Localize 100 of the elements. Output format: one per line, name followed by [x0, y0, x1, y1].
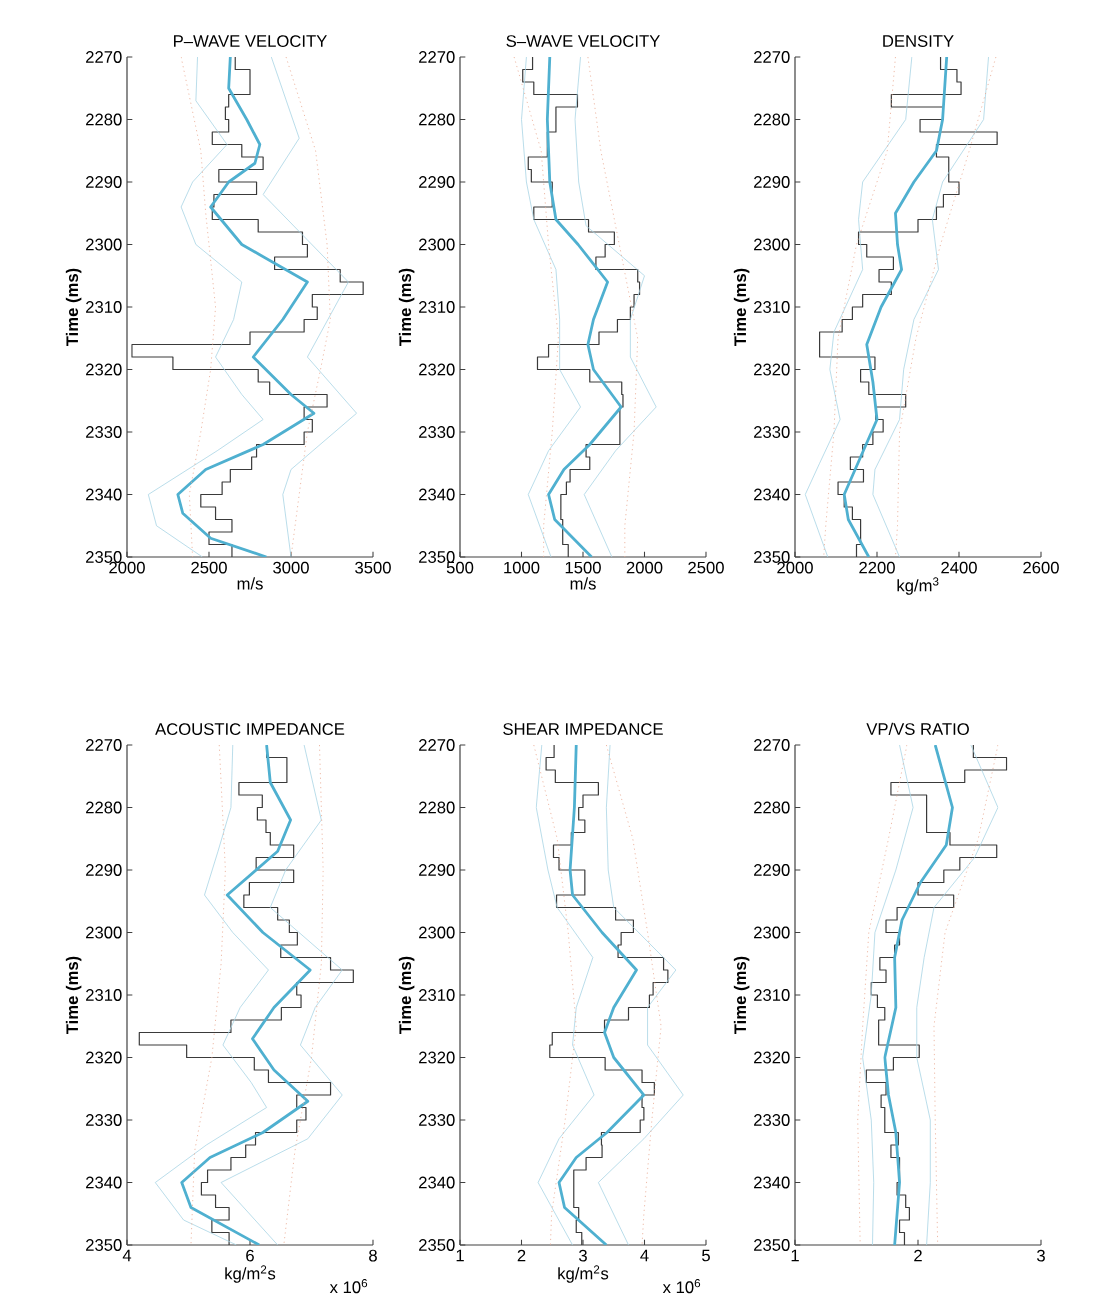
y-tick-label: 2270: [86, 739, 122, 751]
y-tick-label: 2330: [86, 1114, 122, 1126]
x-tick-label: 2500: [191, 561, 227, 574]
x-tick-label: 1500: [565, 561, 601, 574]
line-series: [862, 745, 914, 1245]
x-axis-title: kg/m$^{2}$s: [558, 1265, 609, 1283]
x-tick-label: 6: [246, 1249, 254, 1262]
y-tick-label: 2350: [419, 551, 455, 563]
y-tick-label: 2280: [86, 801, 122, 814]
x-tick-label: 2200: [859, 561, 895, 574]
y-tick-label: 2330: [86, 426, 122, 438]
x-tick-label: 2: [517, 1249, 526, 1262]
y-tick-label: 2270: [86, 51, 122, 63]
line-series: [521, 57, 581, 557]
line-series: [262, 57, 357, 557]
y-tick-label: 2340: [419, 1176, 455, 1189]
x-tick-label: 5: [702, 1249, 710, 1262]
y-tick-label: 2330: [419, 426, 455, 438]
line-series: [597, 745, 684, 1245]
y-tick-label: 2320: [86, 1051, 122, 1064]
line-series: [220, 745, 343, 1245]
x-tick-label: 1000: [504, 561, 540, 574]
x-tick-label: 2400: [941, 561, 977, 574]
y-tick-label: 2310: [754, 989, 790, 1001]
line-series: [804, 57, 913, 557]
x-tick-label: 2: [914, 1249, 922, 1262]
line-series: [535, 745, 595, 1245]
y-axis-title: Time (ms): [65, 956, 82, 1035]
line-series: [147, 57, 264, 557]
y-tick-label: 2290: [754, 176, 790, 188]
line-series: [842, 57, 949, 557]
y-axis-title: Time (ms): [398, 956, 415, 1035]
y-tick-label: 2280: [754, 113, 790, 126]
line-series: [933, 745, 999, 1245]
y-tick-label: 2270: [754, 739, 790, 751]
x-tick-label: 4: [640, 1249, 649, 1262]
y-tick-label: 2320: [419, 1051, 455, 1064]
y-tick-label: 2310: [419, 989, 455, 1001]
line-series: [180, 57, 216, 557]
y-tick-label: 2340: [419, 488, 455, 501]
line-series: [557, 745, 646, 1245]
x-tick-label: 3: [578, 1249, 587, 1262]
y-tick-label: 2320: [754, 1051, 790, 1064]
y-tick-label: 2320: [419, 363, 455, 376]
line-series: [574, 57, 657, 557]
y-tick-label: 2330: [419, 1114, 455, 1126]
line-series: [533, 745, 577, 1245]
y-tick-label: 2340: [754, 1176, 790, 1189]
y-tick-label: 2280: [419, 801, 455, 814]
line-series: [545, 57, 623, 557]
line-series: [883, 745, 954, 1245]
y-tick-label: 2300: [754, 238, 790, 251]
y-tick-label: 2310: [86, 301, 122, 313]
y-tick-label: 2280: [86, 113, 122, 126]
y-tick-label: 2300: [419, 238, 455, 251]
line-series: [154, 745, 269, 1245]
x-tick-label: 2000: [777, 561, 813, 574]
y-tick-label: 2350: [754, 1239, 790, 1251]
x-axis-title: m/s: [570, 577, 596, 590]
text: x 10$^{6}$: [662, 1279, 701, 1294]
y-tick-label: 2290: [754, 864, 790, 876]
y-tick-label: 2290: [86, 176, 122, 188]
x-axis-title: kg/m$^{3}$: [897, 577, 939, 595]
y-tick-label: 2350: [419, 1239, 455, 1251]
x-tick-label: 1: [791, 1249, 799, 1262]
y-tick-label: 2330: [754, 426, 790, 438]
y-tick-label: 2300: [86, 238, 122, 251]
x-tick-label: 4: [122, 1249, 132, 1262]
y-tick-label: 2350: [86, 1239, 122, 1251]
y-tick-label: 2290: [86, 864, 122, 876]
x-tick-label: 1: [456, 1249, 464, 1262]
x-tick-label: 3000: [273, 561, 309, 574]
y-tick-label: 2320: [754, 363, 790, 376]
line-series: [513, 57, 559, 557]
y-axis-title: Time (ms): [733, 268, 750, 347]
y-tick-label: 2340: [754, 488, 790, 501]
y-axis-title: Time (ms): [65, 268, 82, 347]
line-series: [190, 745, 226, 1245]
x-tick-label: 3500: [355, 561, 391, 574]
line-series: [857, 745, 908, 1245]
y-tick-label: 2290: [419, 176, 455, 188]
y-tick-label: 2280: [419, 113, 455, 126]
line-series: [283, 745, 324, 1245]
x-tick-label: 2000: [626, 561, 663, 574]
line-series: [605, 745, 662, 1245]
x-tick-label: 2000: [109, 561, 145, 574]
line-series: [176, 57, 316, 557]
x-tick-label: 2500: [688, 561, 724, 574]
x-axis-title: m/s: [237, 577, 263, 590]
x-tick-label: 2600: [1023, 561, 1059, 574]
y-tick-label: 2300: [419, 926, 455, 939]
line-series: [587, 57, 639, 557]
y-tick-label: 2310: [419, 301, 455, 313]
y-tick-label: 2330: [754, 1114, 790, 1126]
x-axis-title: kg/m$^{2}$s: [225, 1265, 276, 1283]
y-tick-label: 2350: [86, 551, 122, 563]
line-series: [180, 745, 312, 1245]
chart-title: SHEAR IMPEDANCE: [503, 723, 663, 735]
chart-title: DENSITY: [883, 35, 954, 47]
text: x 10$^{6}$: [329, 1279, 368, 1294]
